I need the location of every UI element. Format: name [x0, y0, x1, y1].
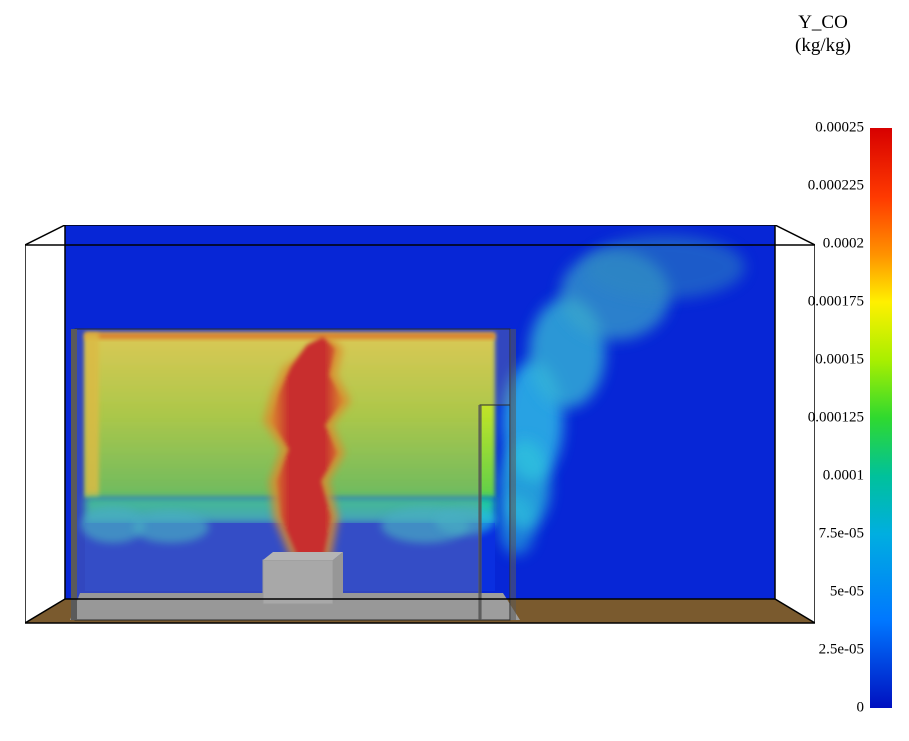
legend-title-line2: (kg/kg) [768, 35, 878, 58]
colorbar-tick-label: 0.000125 [808, 410, 870, 427]
colorbar-tick-label: 5e-05 [830, 584, 870, 601]
simulation-render [25, 225, 815, 645]
colorbar-tick-label: 0.00015 [815, 352, 870, 369]
colorbar-tick-label: 2.5e-05 [819, 642, 870, 659]
colorbar-tick-label: 0.0002 [823, 236, 870, 253]
outer-box-edge [25, 225, 65, 245]
legend-title: Y_CO (kg/kg) [768, 12, 878, 58]
room-svg [25, 225, 815, 645]
jamb-left [71, 329, 77, 620]
outflow-plume [499, 495, 535, 555]
jamb-right [510, 329, 516, 620]
door-jamb [478, 405, 482, 620]
colorbar-tick-label: 0.000175 [808, 294, 870, 311]
legend-title-line1: Y_CO [768, 12, 878, 35]
colorbar-gradient [870, 128, 892, 708]
colorbar-tick-label: 0 [857, 700, 871, 717]
colorbar-tick-label: 7.5e-05 [819, 526, 870, 543]
colorbar-tick-label: 0.0001 [823, 468, 870, 485]
colorbar-tick-label: 0.000225 [808, 178, 870, 195]
outer-box-edge [775, 225, 815, 245]
colorbar-tick-label: 0.00025 [815, 120, 870, 137]
colorbar: 0.000250.0002250.00020.0001750.000150.00… [870, 128, 892, 708]
inner-room-front-wall [75, 329, 510, 620]
